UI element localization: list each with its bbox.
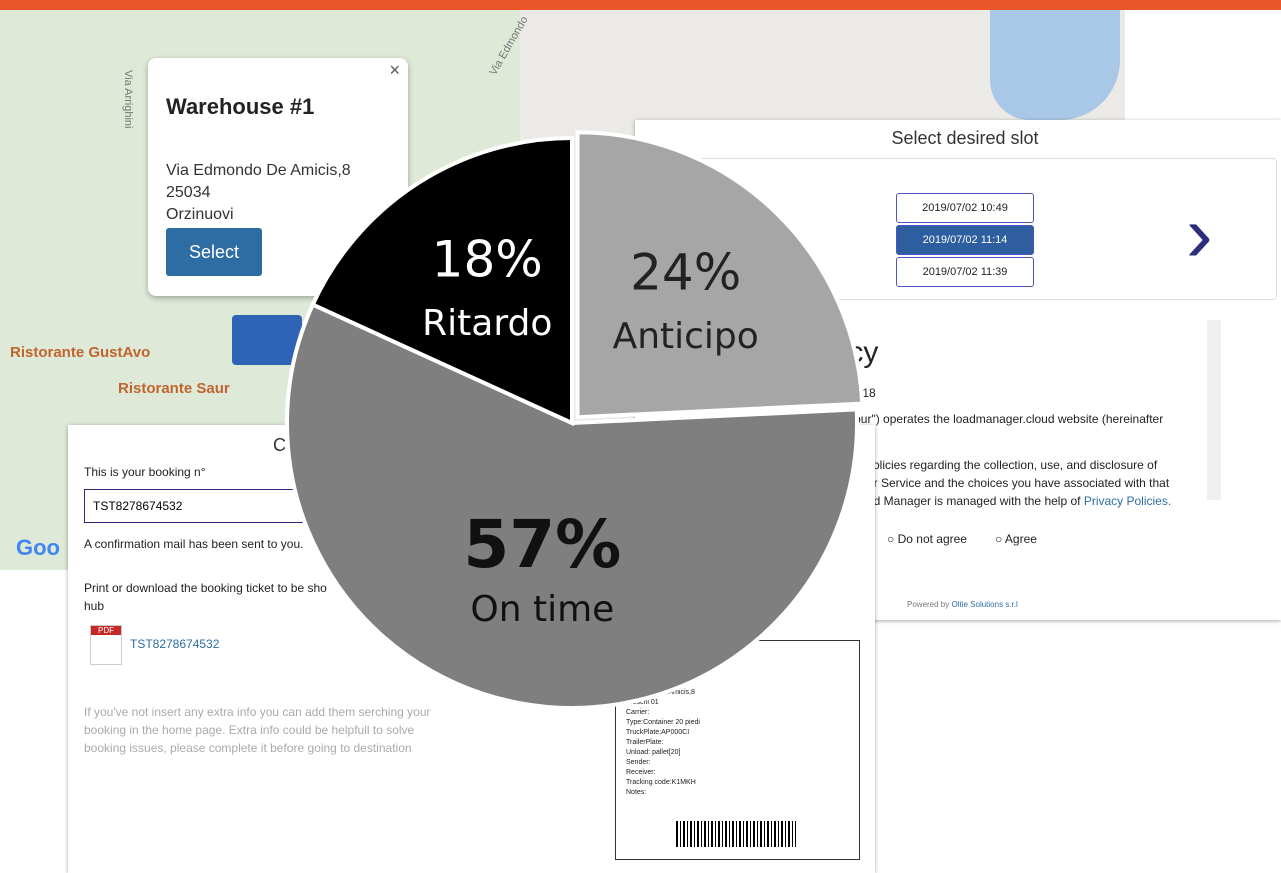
slice-label: On time bbox=[470, 589, 614, 630]
pie-chart: 24% Anticipo 57% On time 18% Ritardo bbox=[0, 0, 1281, 873]
slice-percent: 24% bbox=[630, 243, 741, 301]
slice-label: Ritardo bbox=[422, 303, 552, 344]
slice-percent: 57% bbox=[463, 506, 621, 583]
screenshot-collage: Via Arrighini Via Edmondo Ristorante Gus… bbox=[0, 0, 1281, 873]
slice-percent: 18% bbox=[432, 231, 543, 289]
slice-label: Anticipo bbox=[613, 316, 759, 357]
